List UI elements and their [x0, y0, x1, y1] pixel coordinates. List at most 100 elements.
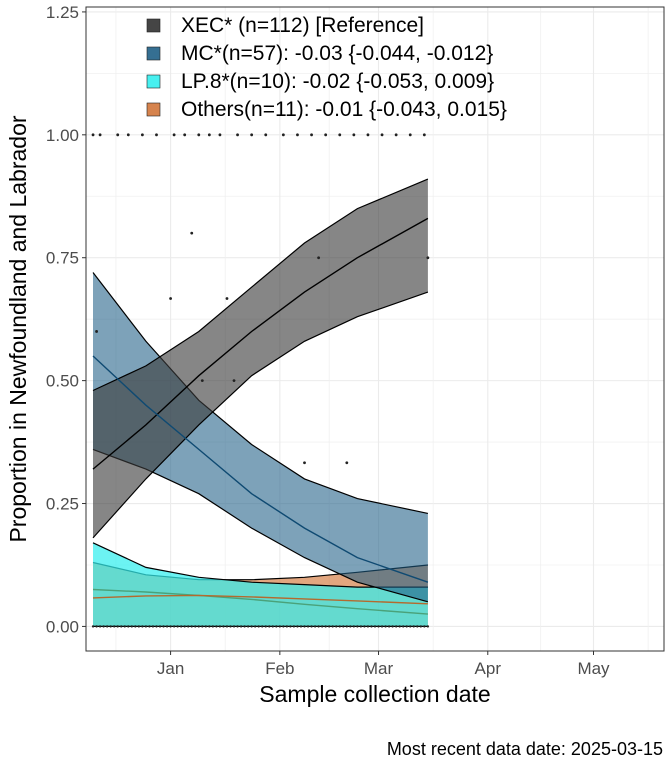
observation-point — [141, 625, 144, 628]
observation-point — [264, 133, 268, 137]
y-tick-label: 0.50 — [46, 372, 79, 391]
confidence-band — [93, 272, 428, 602]
observation-point — [155, 625, 158, 628]
legend-label: XEC* (n=112) [Reference] — [181, 14, 424, 37]
x-axis-title: Sample collection date — [259, 681, 490, 707]
legend-key — [146, 102, 161, 117]
observation-point — [394, 625, 398, 628]
band-upper-edge — [92, 542, 428, 588]
observation-point — [296, 625, 299, 628]
observation-point — [236, 133, 239, 137]
observation-point — [112, 625, 116, 628]
observation-point — [102, 625, 105, 628]
observation-point — [310, 625, 313, 628]
observation-point — [345, 461, 349, 465]
observation-point — [218, 133, 222, 137]
observation-point — [250, 133, 254, 137]
observation-point — [380, 133, 384, 137]
confidence-band — [93, 179, 428, 538]
observation-point — [338, 133, 342, 137]
observation-point — [387, 625, 391, 628]
confidence-band — [93, 542, 428, 627]
observation-point — [384, 625, 387, 628]
y-axis: 0.00 0.25 0.50 0.75 1.00 1.25 — [46, 3, 86, 636]
observation-point — [130, 625, 134, 628]
observation-point — [144, 625, 148, 628]
observation-point — [236, 625, 239, 628]
observation-point — [257, 625, 260, 628]
observation-point — [116, 625, 119, 628]
observation-point — [239, 625, 243, 628]
observation-point — [232, 625, 236, 628]
observation-point — [281, 133, 285, 137]
observation-point — [187, 625, 190, 628]
observation-point — [204, 625, 208, 628]
observation-point — [211, 625, 215, 628]
observation-point — [285, 625, 289, 628]
observation-point — [190, 625, 193, 628]
observation-point — [109, 625, 112, 628]
observation-point — [303, 461, 306, 465]
observation-point — [359, 625, 363, 628]
x-tick-label: Jan — [157, 659, 184, 678]
observation-point — [134, 625, 137, 628]
observation-point — [165, 625, 169, 628]
observation-point — [352, 625, 356, 628]
observation-point — [225, 297, 229, 300]
observation-point — [391, 625, 394, 628]
observation-point — [317, 256, 321, 260]
y-tick-label: 0.00 — [46, 617, 79, 636]
plot-panel-border — [85, 6, 665, 652]
y-tick-label: 1.00 — [46, 126, 79, 145]
observation-point — [327, 625, 331, 628]
observation-point — [162, 625, 165, 628]
observation-point — [229, 625, 232, 628]
observation-point — [151, 625, 155, 628]
observation-point — [201, 625, 204, 628]
fit-line — [92, 217, 429, 470]
observation-point — [218, 625, 222, 628]
observation-point — [127, 625, 130, 628]
observation-point — [183, 625, 186, 628]
observation-point — [282, 625, 285, 628]
observation-point — [398, 625, 401, 628]
observation-point — [317, 625, 320, 628]
observation-point — [426, 256, 430, 260]
caption: Most recent data date: 2025-03-15 — [387, 739, 663, 759]
observation-point — [373, 625, 377, 628]
legend-key — [146, 46, 161, 61]
observation-point — [313, 625, 317, 628]
observation-point — [172, 625, 176, 628]
observation-point — [123, 625, 126, 628]
observation-point — [324, 625, 327, 628]
fit-lines — [92, 217, 429, 615]
observation-point — [352, 133, 356, 137]
observation-point — [194, 625, 197, 628]
observation-point — [338, 625, 341, 628]
observation-point — [380, 625, 384, 628]
x-tick-label: Apr — [475, 659, 502, 678]
observation-point — [394, 133, 398, 137]
observation-point — [250, 625, 253, 628]
observation-point — [296, 133, 299, 137]
observation-point — [409, 625, 412, 628]
observation-point — [95, 330, 98, 333]
x-tick-label: May — [577, 659, 610, 678]
observation-point — [98, 625, 102, 628]
observation-point — [278, 625, 282, 628]
observation-point — [183, 133, 187, 137]
observation-point — [299, 625, 303, 628]
observation-point — [366, 625, 370, 628]
observation-point — [225, 625, 229, 628]
observation-point — [264, 625, 267, 628]
observation-point — [95, 625, 98, 628]
observation-point — [356, 625, 359, 628]
x-tick-label: Feb — [265, 659, 294, 678]
observation-point — [148, 625, 151, 628]
y-axis-title: Proportion in Newfoundland and Labrador — [5, 115, 31, 542]
observation-point — [366, 133, 370, 137]
legend-label: LP.8*(n=10): -0.02 {-0.053, 0.009} — [181, 70, 494, 93]
observation-point — [197, 625, 200, 628]
observation-point — [271, 625, 274, 628]
observation-point — [408, 133, 412, 137]
